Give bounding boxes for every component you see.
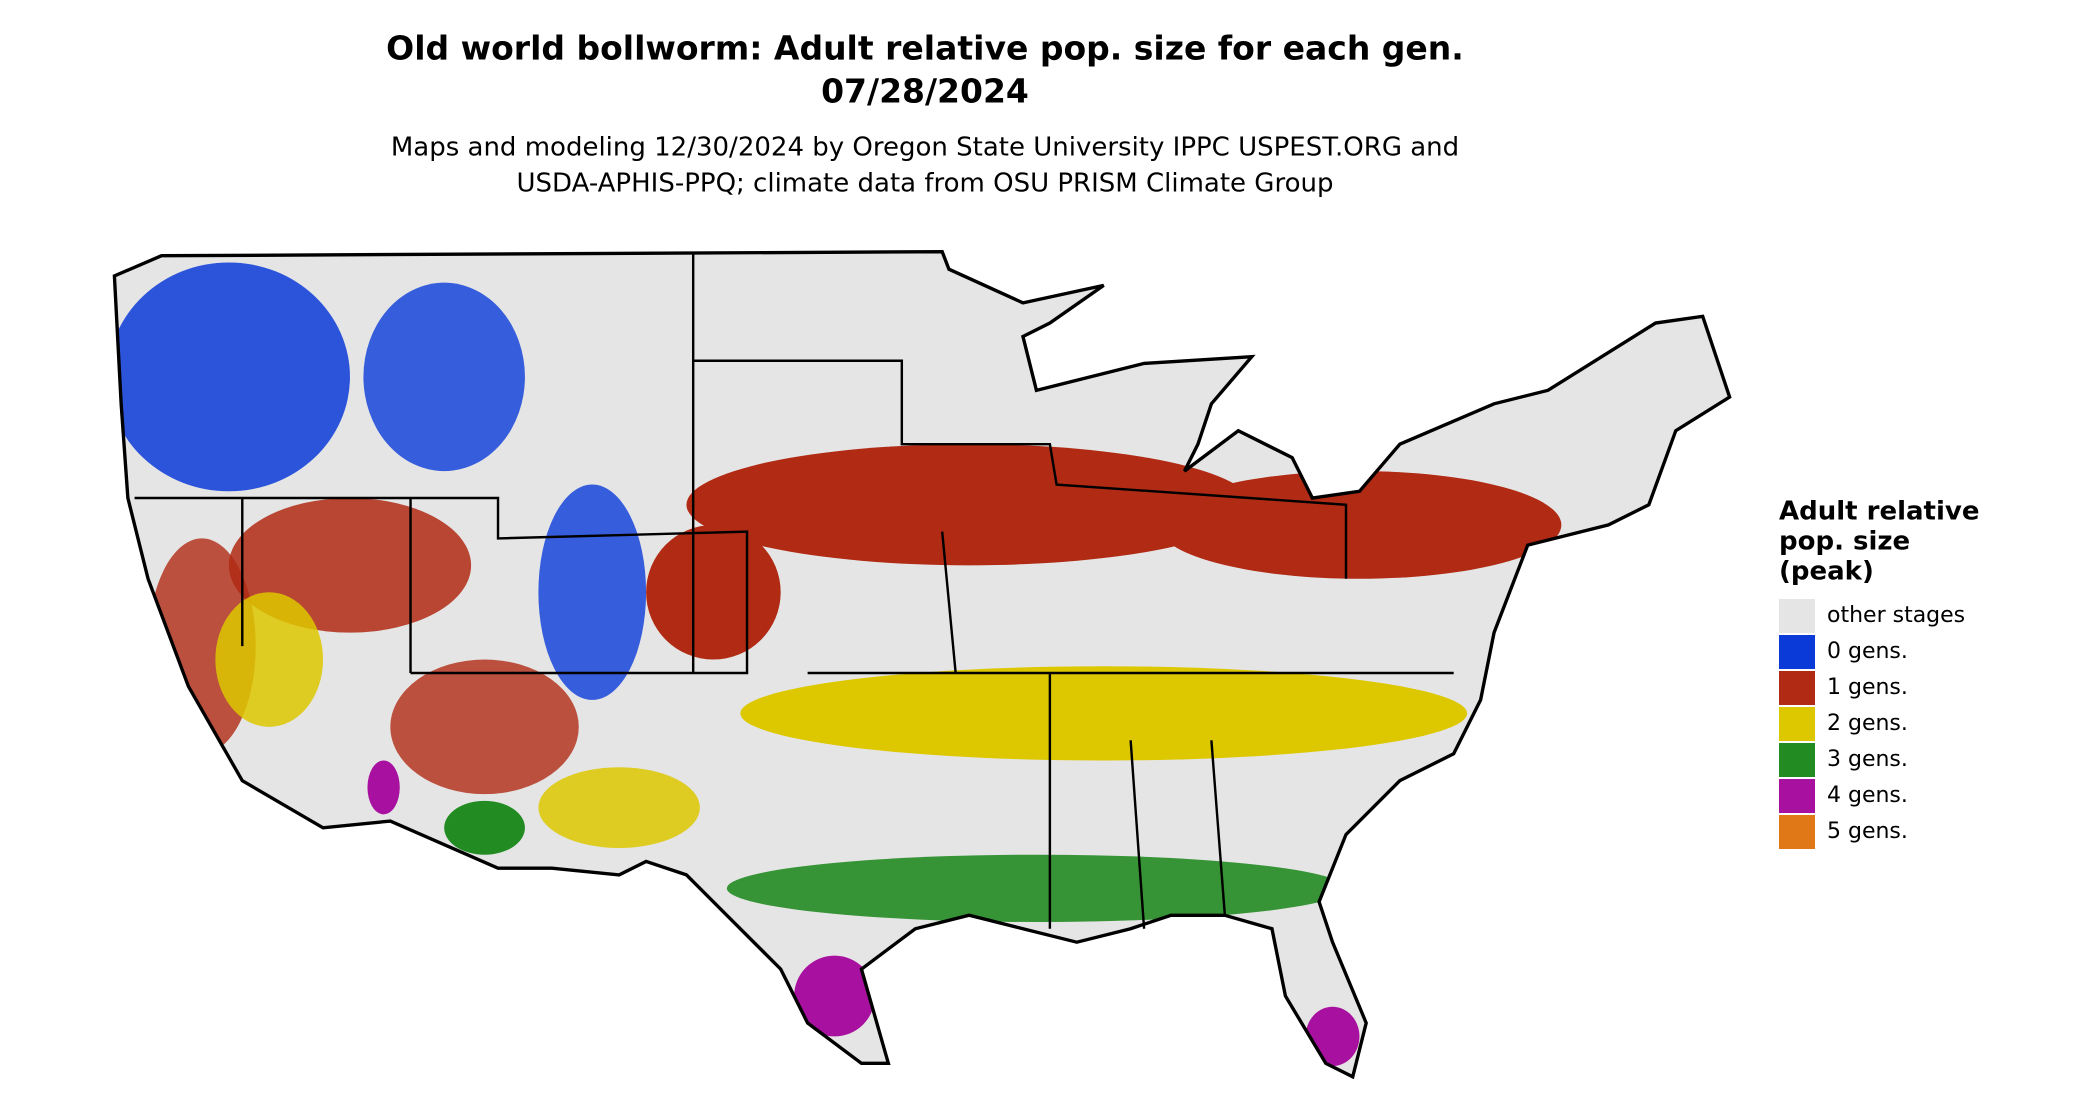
map xyxy=(112,250,1732,1079)
legend-label: 5 gens. xyxy=(1827,819,1908,844)
title: 07/28/2024 xyxy=(821,72,1029,111)
region xyxy=(390,659,579,795)
legend-swatch xyxy=(1779,599,1815,633)
legend-label: 3 gens. xyxy=(1827,747,1908,772)
legend-swatch xyxy=(1779,815,1815,849)
legend-swatch xyxy=(1779,707,1815,741)
legend-title: pop. size xyxy=(1779,527,1910,557)
state-lines xyxy=(134,251,1454,929)
region xyxy=(740,666,1468,761)
region xyxy=(538,767,700,848)
legend-title: Adult relative xyxy=(1779,497,1979,527)
legend-label: 4 gens. xyxy=(1827,783,1908,808)
legend-label: 0 gens. xyxy=(1827,639,1908,664)
legend-swatch xyxy=(1779,671,1815,705)
region xyxy=(538,484,647,700)
region xyxy=(686,444,1252,566)
legend-label: 1 gens. xyxy=(1827,675,1908,700)
region xyxy=(363,282,525,472)
legend-title: (peak) xyxy=(1779,557,1874,587)
regions xyxy=(114,262,1562,1067)
region xyxy=(794,955,875,1037)
legend-label: 2 gens. xyxy=(1827,711,1908,736)
legend-swatch xyxy=(1779,743,1815,777)
legend-swatch xyxy=(1779,635,1815,669)
region xyxy=(215,592,324,727)
region xyxy=(1305,1006,1360,1067)
region xyxy=(444,800,525,855)
legend-label: other stages xyxy=(1827,603,1965,628)
region xyxy=(726,854,1346,923)
region xyxy=(114,262,350,492)
region xyxy=(367,760,400,815)
subtitle: USDA-APHIS-PPQ; climate data from OSU PR… xyxy=(517,169,1334,199)
region xyxy=(646,524,781,660)
title: Old world bollworm: Adult relative pop. … xyxy=(386,29,1464,68)
legend-swatch xyxy=(1779,779,1815,813)
subtitle: Maps and modeling 12/30/2024 by Oregon S… xyxy=(391,133,1459,163)
region xyxy=(1157,471,1562,579)
